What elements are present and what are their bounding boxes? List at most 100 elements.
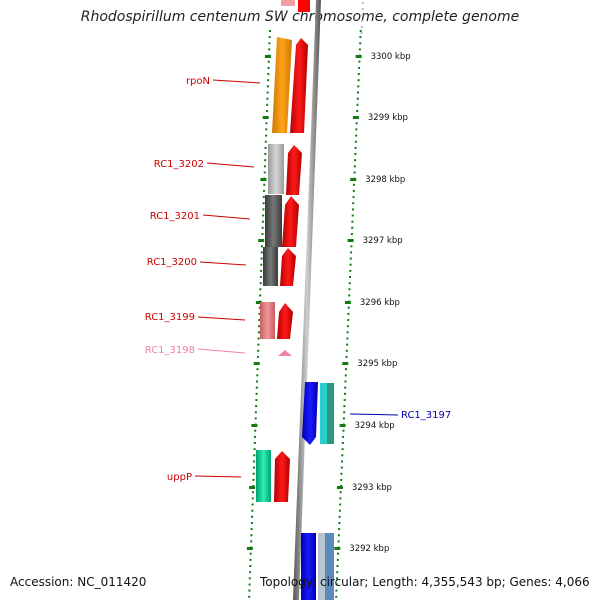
right-tick-dot [339,503,342,506]
left-tick-dot [254,429,257,432]
gene-label-rc1-3198[interactable]: RC1_3198 [145,345,195,356]
left-tick-dot [253,448,256,451]
left-tick-dot [259,282,262,285]
left-tick-dot [249,558,252,561]
left-tick-dot [266,110,268,112]
light-tick-dot [360,32,363,34]
scale-tick-label: 3299 kbp [368,113,408,123]
left-tick-dot [262,214,265,217]
left-tick-dot [264,159,267,162]
right-major-tick [339,424,346,427]
left-tick-dot [263,183,266,186]
left-tick-dot [252,472,255,475]
left-tick-dot [261,233,264,235]
right-tick-dot [346,343,349,346]
right-tick-dot [348,294,351,297]
left-tick-dot [248,577,251,580]
left-major-tick [262,116,269,119]
rc1-3197-cds-arrow [302,382,318,445]
right-tick-dot [359,42,362,45]
left-tick-dot [248,589,251,592]
top-partial-feature [281,0,295,6]
left-tick-dot [267,73,270,75]
right-tick-dot [344,392,346,395]
right-tick-dot [342,417,345,420]
left-tick-dot [250,528,253,531]
light-tick-dot [361,14,364,16]
right-tick-dot [336,577,338,580]
gene-label-rpon[interactable]: rpoN [186,76,210,87]
bottom-blue-feature [301,533,316,600]
right-tick-dot [357,85,360,88]
left-tick-dot [256,355,259,358]
right-tick-dot [354,140,357,143]
left-tick-dot [263,189,265,192]
gene-labels: rpoN RC1_3202 RC1_3201 RC1_3200 RC1_3199… [145,76,452,483]
right-tick-dot [343,405,346,408]
left-tick-dot [266,91,269,94]
left-tick-dot [251,497,254,500]
right-tick-dot [350,233,353,235]
left-tick-dot [259,288,262,291]
right-tick-dot [339,497,342,500]
left-tick-dot [258,319,261,321]
scale-labels: 3300 kbp 3299 kbp 3298 kbp 3297 kbp 3296 kbp… [349,52,410,554]
right-tick-dot [336,558,339,561]
right-major-tick [355,55,362,58]
right-tick-dot [352,196,355,199]
right-tick-dot [337,552,339,555]
rc1-3199-pink-feature [260,302,275,339]
right-tick-dot [347,306,350,309]
left-tick-dot [256,374,259,377]
right-tick-dot [335,595,338,598]
left-tick-dot [253,460,256,463]
left-tick-dot [251,515,254,518]
left-tick-dot [268,42,271,45]
right-tick-dot [346,325,349,328]
right-tick-dot [335,583,338,586]
right-tick-dot [357,73,360,75]
gene-label-uppp[interactable]: uppP [167,472,192,483]
left-tick-dot [257,349,260,352]
right-tick-dot [355,128,358,131]
rc1-3201-cds-arrow [282,196,299,247]
rpon-orange-feature [272,37,292,133]
right-tick-dot [359,30,362,32]
left-tick-dot [258,325,261,328]
right-tick-dot [342,429,345,432]
left-tick-dot [254,417,257,420]
right-major-tick [342,362,349,365]
uppp-green-feature [256,450,271,502]
left-tick-dot [257,337,260,340]
right-tick-dot [356,110,359,112]
right-tick-dot [354,146,357,149]
gene-label-rc1-3200[interactable]: RC1_3200 [147,257,197,268]
right-tick-dot [340,466,343,469]
left-major-tick [246,547,253,550]
left-tick-dot [260,251,263,254]
right-tick-dot [345,368,347,371]
gene-label-rc1-3199[interactable]: RC1_3199 [145,312,195,323]
gene-label-rc1-3201[interactable]: RC1_3201 [150,211,200,222]
right-tick-dot [338,509,341,512]
light-tick-column [360,2,364,34]
right-tick-dot [335,589,338,592]
light-tick-dot [361,20,364,22]
right-tick-dot [357,79,360,82]
left-tick-dot [255,399,258,401]
right-tick-dot [351,214,354,217]
left-tick-dot [250,534,253,537]
left-tick-dot [256,380,258,383]
right-tick-dot [353,183,355,186]
right-tick-dot [350,251,353,254]
gene-label-rc1-3197[interactable]: RC1_3197 [401,410,451,421]
top-partial-feature [298,0,310,12]
gene-label-rc1-3202[interactable]: RC1_3202 [154,159,204,170]
right-tick-dot [340,472,343,475]
left-tick-dot [248,583,251,586]
right-tick-dot [358,66,361,69]
left-tick-dot [260,269,263,272]
right-tick-dot [343,399,346,401]
rc1-3200-cds-arrow [280,248,296,286]
right-tick-dot [338,522,341,524]
